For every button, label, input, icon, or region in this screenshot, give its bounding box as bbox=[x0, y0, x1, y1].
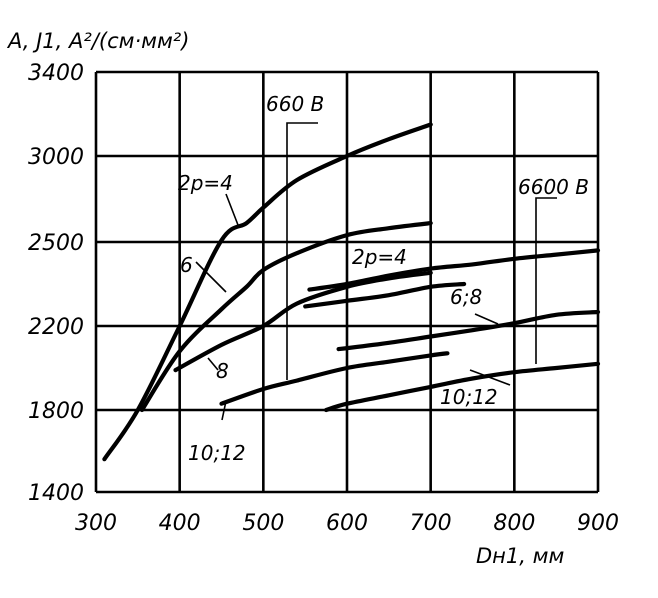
y-axis-label: A, J1, A²/(см·мм²) bbox=[6, 29, 189, 53]
y-tick-3400: 3400 bbox=[28, 61, 84, 86]
label-660v: 660 B bbox=[266, 92, 324, 116]
x-axis-label: Dн1, мм bbox=[476, 544, 564, 568]
label-6600v: 6600 B bbox=[518, 175, 589, 199]
x-tick-500: 500 bbox=[242, 511, 284, 536]
x-tick-700: 700 bbox=[410, 511, 452, 536]
series-line-3 bbox=[219, 351, 450, 406]
y-tick-3000: 3000 bbox=[28, 145, 84, 170]
x-tick-800: 800 bbox=[493, 511, 535, 536]
x-tick-labels: 300 400 500 600 700 800 900 bbox=[75, 511, 619, 536]
series-line-5 bbox=[303, 281, 467, 309]
x-tick-900: 900 bbox=[577, 511, 619, 536]
marker-6600v-line bbox=[535, 197, 557, 364]
label-8-660: 8 bbox=[216, 359, 229, 383]
annotations: 660 B 2p=4 6 8 10;12 2p=4 6;8 6600 B 10;… bbox=[178, 92, 589, 465]
label-1012-6600: 10;12 bbox=[440, 385, 498, 409]
series-line-2 bbox=[173, 270, 433, 373]
y-tick-1400: 1400 bbox=[28, 481, 84, 506]
y-tick-2200: 2200 bbox=[28, 315, 84, 340]
x-tick-300: 300 bbox=[75, 511, 117, 536]
curves bbox=[102, 122, 601, 462]
label-2p4-660: 2p=4 bbox=[178, 171, 233, 195]
x-tick-600: 600 bbox=[326, 511, 368, 536]
series-line-4 bbox=[307, 248, 601, 292]
label-68-6600: 6;8 bbox=[450, 285, 482, 309]
series-line-6 bbox=[336, 309, 601, 352]
series-line-0 bbox=[102, 122, 433, 462]
series-line-7 bbox=[324, 361, 601, 413]
y-tick-labels: 3400 3000 2500 2200 1800 1400 bbox=[28, 61, 84, 506]
label-1012-660: 10;12 bbox=[188, 441, 246, 465]
y-tick-2500: 2500 bbox=[28, 231, 84, 256]
voltage-markers bbox=[286, 122, 557, 380]
label-6-660: 6 bbox=[180, 253, 193, 277]
y-tick-1800: 1800 bbox=[28, 399, 84, 424]
marker-660v-line bbox=[286, 122, 318, 380]
series-line-1 bbox=[139, 221, 433, 413]
label-2p4-6600: 2p=4 bbox=[352, 245, 407, 269]
leader-lines bbox=[195, 193, 511, 421]
x-tick-400: 400 bbox=[159, 511, 201, 536]
